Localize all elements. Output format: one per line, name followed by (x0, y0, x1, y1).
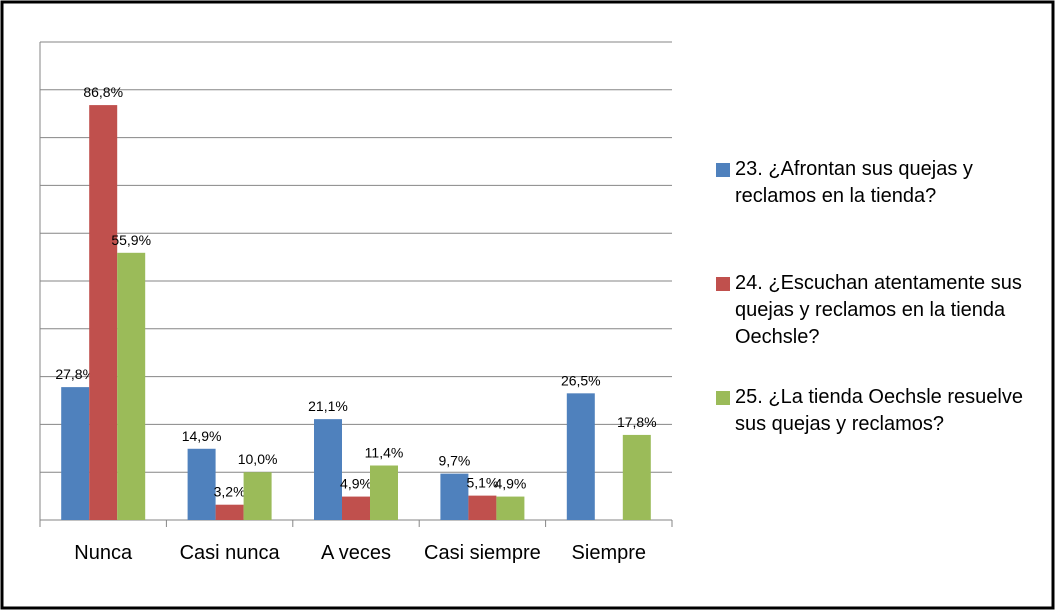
bar (243, 472, 272, 520)
legend-swatch (716, 163, 730, 177)
data-label: 10,0% (238, 451, 278, 467)
bar (314, 419, 342, 520)
data-label: 11,4% (365, 445, 404, 461)
x-tick-label: Casi siempre (424, 542, 541, 564)
legend-text: 25. ¿La tienda Oechsle resuelve sus quej… (735, 386, 1023, 435)
bar (342, 496, 370, 520)
legend-text: 23. ¿Afrontan sus quejas y reclamos en l… (735, 158, 973, 207)
legend-item: 23. ¿Afrontan sus quejas y reclamos en l… (716, 156, 1036, 210)
data-label: 17,8% (617, 414, 657, 430)
bar (468, 495, 497, 520)
legend-swatch (716, 277, 730, 291)
bar (61, 387, 90, 520)
data-label: 21,1% (308, 398, 348, 414)
data-label: 86,8% (83, 84, 123, 100)
bar (566, 393, 595, 520)
x-tick-label: A veces (320, 542, 392, 564)
legend-item: 25. ¿La tienda Oechsle resuelve sus quej… (716, 384, 1036, 438)
bar (117, 252, 146, 520)
x-tick-label: Siempre (571, 542, 647, 564)
x-tick-label: Casi nunca (179, 542, 280, 564)
data-label: 3,2% (214, 484, 246, 500)
bar (622, 434, 651, 520)
legend-item: 24. ¿Escuchan atentamente sus quejas y r… (716, 270, 1036, 351)
bar (496, 496, 525, 520)
data-label: 4,9% (494, 476, 526, 492)
legend-text: 24. ¿Escuchan atentamente sus quejas y r… (735, 272, 1022, 348)
bar (215, 504, 244, 520)
data-label: 14,9% (182, 428, 222, 444)
data-label: 55,9% (111, 232, 151, 248)
data-label: 9,7% (438, 453, 470, 469)
bar (370, 465, 398, 520)
x-tick-label: Nunca (74, 542, 133, 564)
legend-swatch (716, 391, 730, 405)
data-label: 4,9% (340, 476, 372, 492)
data-label: 5,1% (466, 475, 498, 491)
bar (89, 105, 118, 520)
bar (440, 473, 469, 520)
data-label: 27,8% (55, 366, 95, 382)
data-label: 26,5% (561, 372, 601, 388)
bar (187, 448, 216, 520)
